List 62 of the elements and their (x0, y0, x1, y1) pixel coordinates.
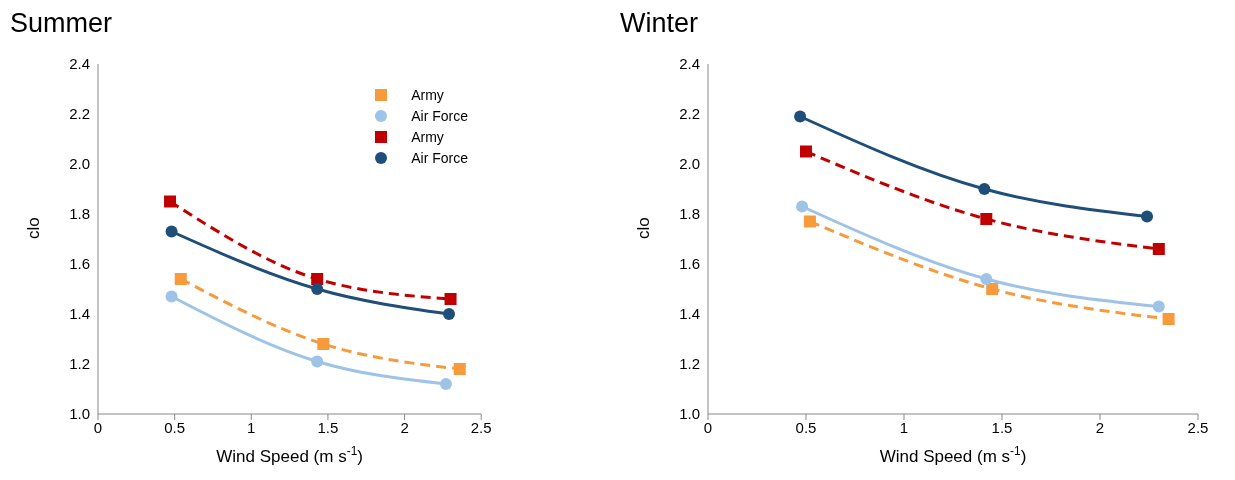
y-tick-label: 2.4 (679, 55, 700, 73)
point (439, 378, 452, 390)
y-tick-label: 1.6 (69, 255, 90, 273)
point (1141, 210, 1154, 223)
point (311, 273, 324, 285)
point (803, 215, 816, 228)
point (311, 283, 324, 295)
point (978, 183, 991, 195)
point (1152, 243, 1165, 255)
x-tick-label: 1 (899, 418, 909, 436)
point (443, 308, 456, 320)
x-tick-label: 1.5 (991, 418, 1013, 436)
y-tick-label: 2.2 (679, 105, 700, 123)
y-tick-label: 1.4 (679, 305, 700, 323)
y-tick-label: 1.2 (679, 355, 700, 373)
x-tick-label: 2.5 (470, 418, 492, 436)
y-tick-label: 2.0 (679, 155, 700, 173)
point (1162, 313, 1175, 325)
x-tick-label: 2 (400, 418, 409, 436)
point (174, 273, 187, 285)
y-tick-label: 2.4 (69, 55, 90, 73)
point (165, 290, 178, 303)
y-tick-label: 1.6 (679, 255, 700, 273)
point (986, 283, 999, 295)
x-axis-title: Wind Speed (m s$^{-1}$) (879, 444, 1027, 466)
y-tick-label: 1.8 (679, 205, 700, 223)
y-axis-title: clo (634, 217, 654, 239)
point (980, 213, 993, 225)
point (796, 200, 809, 213)
point (980, 273, 993, 285)
y-tick-label: 2.2 (69, 105, 90, 123)
x-tick-label: 0.5 (795, 418, 817, 436)
chart-title: Summer (9, 8, 113, 40)
x-tick-label: 0.5 (164, 418, 186, 436)
y-tick-label: 1.0 (69, 405, 90, 423)
x-tick-label: 2.5 (1187, 418, 1209, 436)
legend-label: Army (411, 86, 444, 103)
point (165, 225, 178, 238)
legend-label: Air Force (411, 149, 468, 166)
point (164, 195, 177, 208)
chart-title: Winter (619, 8, 699, 40)
x-tick-label: 2 (1095, 418, 1105, 436)
point (444, 293, 457, 305)
x-tick-label: 1.5 (317, 418, 339, 436)
point (1152, 300, 1165, 313)
point (794, 110, 807, 123)
legend-label: Army (411, 128, 444, 145)
point (311, 355, 324, 368)
y-tick-label: 2.0 (69, 155, 90, 173)
y-tick-label: 1.2 (69, 355, 90, 373)
y-tick-label: 1.0 (679, 405, 700, 423)
x-tick-label: 0 (93, 418, 103, 436)
point (317, 338, 330, 350)
x-axis-title: Wind Speed (m s$^{-1}$) (216, 444, 363, 466)
x-tick-label: 0 (703, 418, 713, 436)
y-axis-title: clo (24, 217, 44, 239)
point (453, 363, 466, 375)
legend-label: Air Force (411, 107, 468, 124)
point (800, 145, 812, 158)
y-tick-label: 1.8 (69, 205, 90, 223)
y-tick-label: 1.4 (69, 305, 90, 323)
x-tick-label: 1 (247, 418, 256, 436)
